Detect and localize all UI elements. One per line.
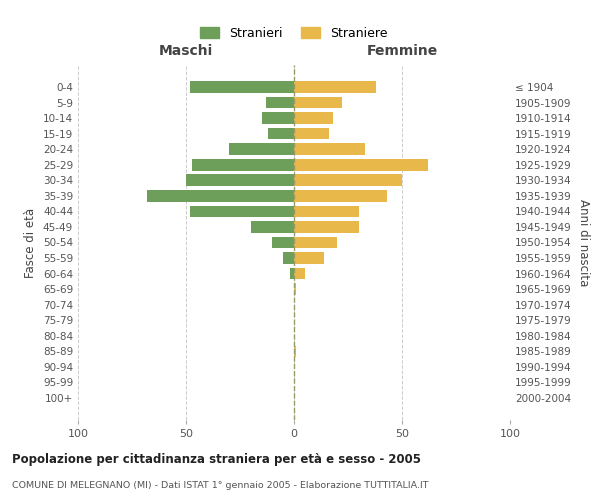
Bar	[186, 174, 294, 186]
Bar	[190, 81, 294, 93]
Y-axis label: Anni di nascita: Anni di nascita	[577, 199, 590, 286]
Bar	[294, 206, 359, 217]
Bar	[147, 190, 294, 202]
Bar	[294, 268, 305, 280]
Bar	[229, 144, 294, 155]
Bar	[251, 221, 294, 233]
Bar	[294, 221, 359, 233]
Bar	[266, 96, 294, 108]
Bar	[268, 128, 294, 140]
Bar	[294, 112, 333, 124]
Bar	[294, 159, 428, 170]
Bar	[294, 81, 376, 93]
Bar	[193, 159, 294, 170]
Text: COMUNE DI MELEGNANO (MI) - Dati ISTAT 1° gennaio 2005 - Elaborazione TUTTITALIA.: COMUNE DI MELEGNANO (MI) - Dati ISTAT 1°…	[12, 481, 428, 490]
Bar	[294, 144, 365, 155]
Bar	[294, 346, 296, 357]
Bar	[294, 236, 337, 248]
Bar	[294, 174, 402, 186]
Legend: Stranieri, Straniere: Stranieri, Straniere	[196, 22, 392, 44]
Text: Popolazione per cittadinanza straniera per età e sesso - 2005: Popolazione per cittadinanza straniera p…	[12, 452, 421, 466]
Text: Maschi: Maschi	[159, 44, 213, 58]
Bar	[190, 206, 294, 217]
Bar	[294, 96, 341, 108]
Y-axis label: Fasce di età: Fasce di età	[25, 208, 37, 278]
Bar	[294, 252, 324, 264]
Bar	[262, 112, 294, 124]
Bar	[283, 252, 294, 264]
Bar	[294, 284, 296, 295]
Bar	[290, 268, 294, 280]
Bar	[294, 128, 329, 140]
Bar	[272, 236, 294, 248]
Bar	[294, 190, 387, 202]
Text: Femmine: Femmine	[367, 44, 437, 58]
